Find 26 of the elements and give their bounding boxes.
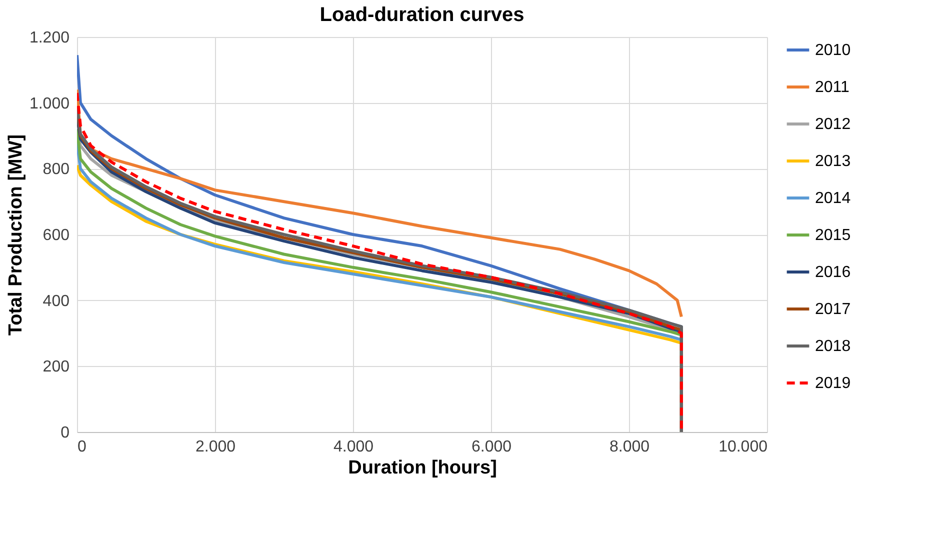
y-tick-label: 1.000 bbox=[29, 95, 70, 112]
legend-label: 2017 bbox=[815, 301, 851, 318]
y-tick-label: 600 bbox=[42, 227, 70, 244]
y-tick-label: 0 bbox=[60, 424, 70, 442]
legend-label: 2013 bbox=[815, 153, 851, 170]
y-axis-title: Total Production [MW] bbox=[5, 134, 26, 336]
legend-label: 2010 bbox=[815, 42, 851, 59]
y-tick-label: 200 bbox=[42, 358, 70, 376]
x-tick-label: 8.000 bbox=[609, 438, 650, 456]
legend-label: 2012 bbox=[815, 116, 851, 133]
x-tick-label: 10.000 bbox=[718, 438, 768, 456]
x-tick-label: 4.000 bbox=[333, 438, 374, 456]
legend-label: 2018 bbox=[815, 338, 851, 355]
y-tick-label: 1.200 bbox=[29, 30, 70, 46]
legend-label: 2015 bbox=[815, 227, 851, 244]
y-tick-label: 800 bbox=[42, 161, 70, 178]
x-tick-label: 2.000 bbox=[195, 438, 236, 456]
x-tick-label: 6.000 bbox=[471, 438, 512, 456]
chart-title: Load-duration curves bbox=[320, 4, 524, 26]
legend-label: 2016 bbox=[815, 264, 851, 281]
x-axis-title: Duration [hours] bbox=[348, 458, 497, 478]
y-tick-label: 400 bbox=[42, 292, 70, 310]
legend-label: 2019 bbox=[815, 375, 851, 392]
legend-label: 2011 bbox=[815, 79, 850, 96]
x-tick-label: 0 bbox=[78, 438, 86, 456]
legend-label: 2014 bbox=[815, 190, 851, 207]
